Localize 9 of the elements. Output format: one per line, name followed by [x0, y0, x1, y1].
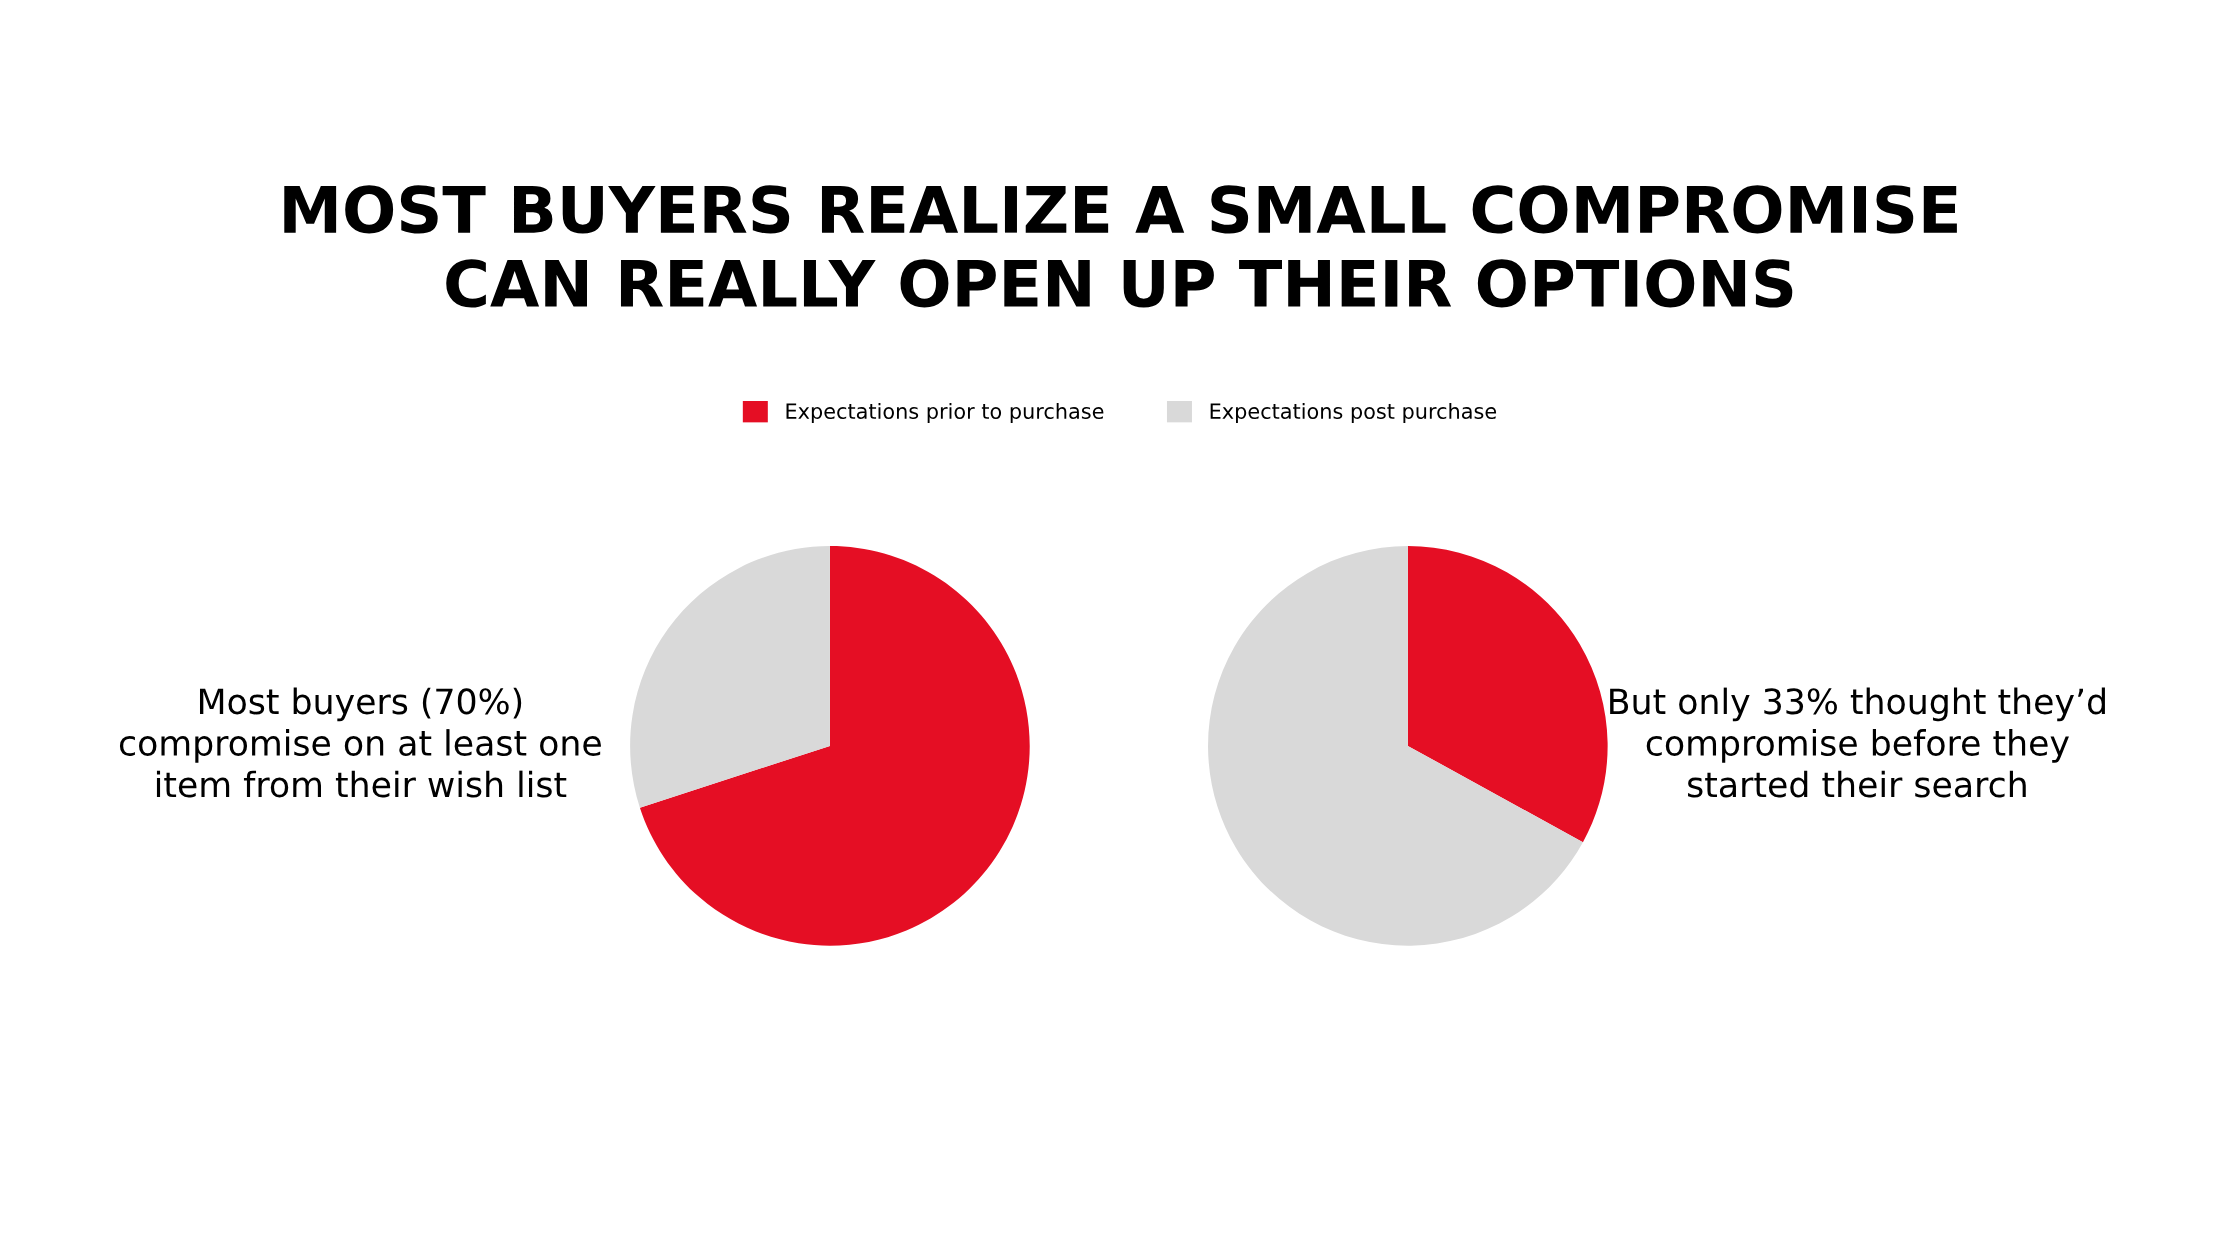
pie-slice — [1208, 546, 1583, 946]
legend-label: Expectations prior to purchase — [786, 402, 1104, 424]
chart-title: MOST BUYERS REALIZE A SMALL COMPROMISE CAN REALLY OPEN UP THEIR OPTIONS — [284, 185, 1957, 308]
text: But only 33% thought they’d compromise before they started their search — [1610, 687, 2105, 798]
text: Most buyers (70%) compromise on at least one item from their wish list — [119, 687, 601, 798]
pie-slice — [630, 546, 830, 808]
legend-label: Expectations post purchase — [1210, 402, 1497, 424]
pie-slice — [1407, 546, 1608, 843]
pie-slice — [639, 546, 1030, 946]
